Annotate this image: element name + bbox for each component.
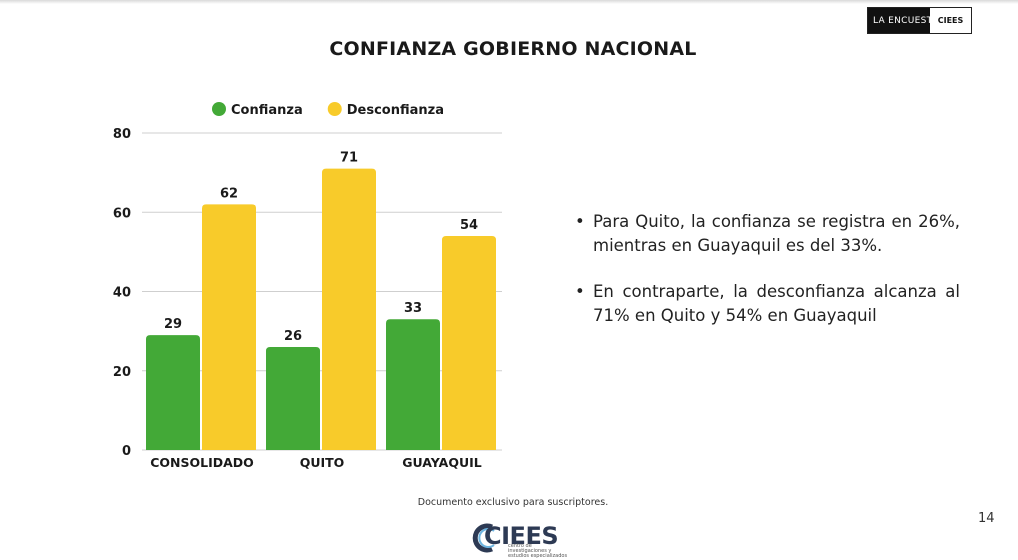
page-title: CONFIANZA GOBIERNO NACIONAL (329, 38, 697, 60)
top-shadow-bar (0, 0, 1018, 4)
legend-label: Confianza (231, 103, 303, 118)
legend-swatch (327, 102, 342, 116)
brand-right-text: CIEES (937, 16, 964, 25)
logo-word: CIEES (484, 522, 559, 550)
brand-left-text: LA ENCUESTA (868, 8, 938, 33)
x-tick-label: GUAYAQUIL (402, 455, 481, 470)
bullet-text: En contraparte, la desconfianza alcanza … (593, 282, 960, 325)
data-label: 71 (340, 151, 358, 166)
legend-swatch (212, 102, 226, 116)
data-label: 26 (284, 329, 302, 344)
data-label: 62 (220, 186, 238, 201)
bar-confianza-quito (266, 346, 320, 450)
footer-note: Documento exclusivo para suscriptores. (417, 497, 609, 508)
chart-bars: 29 62 26 71 33 54 (146, 151, 496, 450)
bullet-item: • Para Quito, la confianza se registra e… (575, 210, 960, 258)
summary-bullets: • Para Quito, la confianza se registra e… (575, 210, 960, 350)
chart-y-axis: 0 20 40 60 80 (113, 127, 131, 459)
ciees-logo: CIEES centro de investigaciones y estudi… (470, 521, 570, 559)
data-label: 29 (164, 317, 182, 332)
y-tick-label: 80 (113, 127, 131, 142)
chart-legend: Confianza Desconfianza (212, 102, 444, 118)
x-tick-label: QUITO (300, 455, 345, 470)
x-tick-label: CONSOLIDADO (150, 455, 254, 470)
data-label: 33 (404, 301, 422, 316)
bar-confianza-consolidado (146, 335, 200, 450)
bar-desconfianza-guayaquil (442, 236, 496, 450)
y-tick-label: 40 (113, 286, 131, 301)
bullet-text: Para Quito, la confianza se registra en … (593, 212, 960, 255)
bar-desconfianza-consolidado (202, 204, 256, 450)
y-tick-label: 0 (122, 444, 131, 459)
ciees-logo-icon (472, 523, 495, 553)
logo-subtext: centro de investigaciones y estudios esp… (508, 543, 568, 559)
data-label: 54 (460, 218, 478, 233)
legend-label: Desconfianza (347, 103, 444, 118)
page-number: 14 (978, 511, 995, 526)
bullet-dot: • (575, 212, 585, 231)
bullet-dot: • (575, 282, 585, 301)
y-tick-label: 20 (113, 365, 131, 380)
chart-x-axis: CONSOLIDADO QUITO GUAYAQUIL (150, 455, 482, 470)
bar-confianza-guayaquil (386, 319, 440, 450)
bar-desconfianza-quito (322, 168, 376, 450)
brand-logo-box: LA ENCUESTA CIEES (867, 7, 972, 34)
bullet-item: • En contraparte, la desconfianza alcanz… (575, 280, 960, 328)
y-tick-label: 60 (113, 206, 131, 221)
